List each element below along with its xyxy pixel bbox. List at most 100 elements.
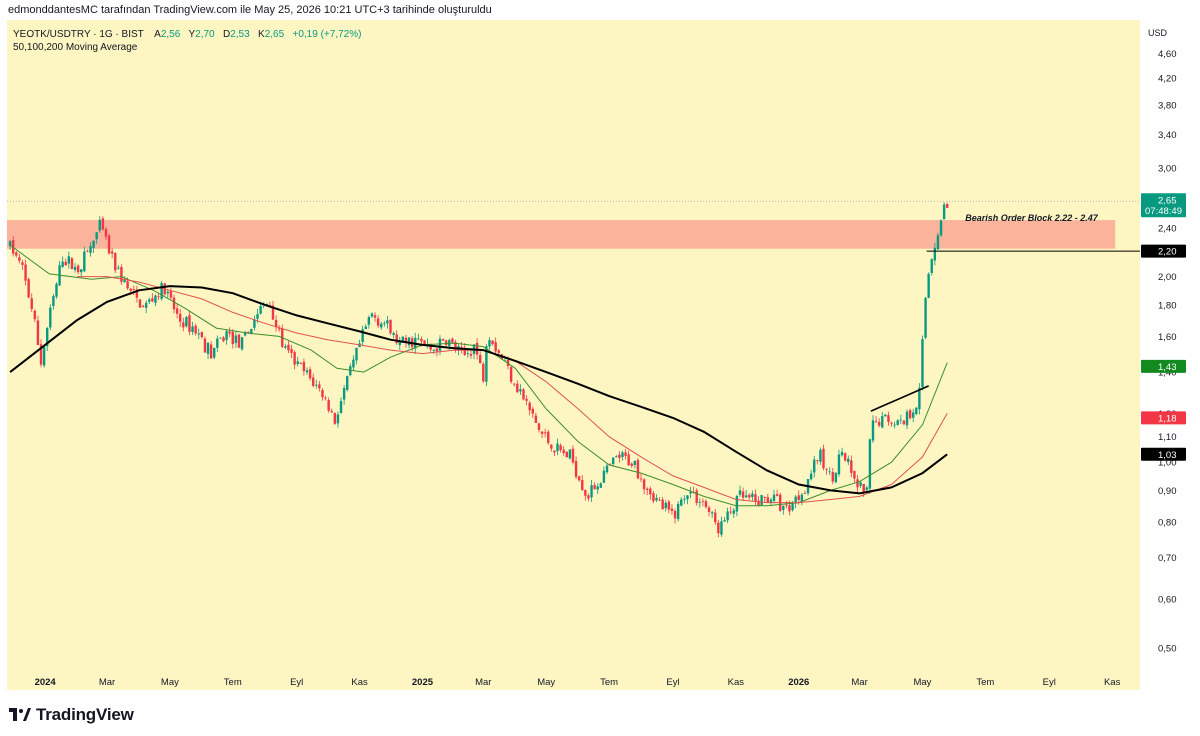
- candle-down: [646, 488, 649, 491]
- candle-down: [389, 319, 392, 334]
- candle-up: [896, 420, 899, 425]
- price-tick-label: 1,80: [1158, 300, 1177, 311]
- candle-down: [701, 500, 705, 502]
- candle-up: [485, 346, 488, 382]
- candle-down: [550, 444, 553, 449]
- candle-up: [407, 337, 411, 346]
- price-tick-label: 1,00: [1158, 458, 1177, 469]
- candle-down: [908, 410, 912, 419]
- candle-down: [441, 338, 445, 341]
- candle-up: [243, 332, 247, 336]
- candle-down: [816, 460, 819, 461]
- candle-up: [432, 349, 436, 351]
- candle-up: [602, 470, 606, 483]
- candle-down: [850, 460, 853, 473]
- candle-up: [686, 495, 689, 500]
- last-price-tag[interactable]: [1141, 193, 1186, 218]
- candle-down: [228, 331, 231, 334]
- candle-up: [296, 361, 299, 365]
- candle-down: [231, 331, 234, 345]
- candle-up: [401, 336, 405, 343]
- chart-legend: YEOTK/USDTRY · 1G · BIST A2,56 Y2,70 D2,…: [13, 28, 361, 54]
- candle-up: [868, 439, 872, 489]
- candle-up: [847, 458, 850, 462]
- candle-up: [751, 493, 754, 498]
- candle-up: [732, 510, 736, 514]
- candle-down: [513, 383, 516, 385]
- candle-up: [809, 473, 813, 480]
- candle-down: [114, 252, 117, 271]
- candle-up: [240, 337, 244, 350]
- price-tick-label: 4,20: [1158, 73, 1177, 84]
- chart-canvas[interactable]: Bearish Order Block 2.22 - 2.47 0,50 0,60 0…: [7, 20, 1192, 690]
- price-tick-label: 3,80: [1158, 100, 1177, 111]
- candle-down: [120, 267, 123, 282]
- candle-up: [519, 389, 522, 392]
- chart-frame[interactable]: Bearish Order Block 2.22 - 2.47 0,50 0,60 0…: [7, 20, 1192, 690]
- currency-button[interactable]: USD: [1143, 24, 1185, 42]
- candle-down: [200, 332, 204, 338]
- candle-down: [463, 347, 466, 355]
- candle-down: [324, 397, 327, 399]
- candle-down: [290, 349, 293, 353]
- candle-down: [754, 494, 757, 502]
- time-axis-strip[interactable]: [7, 675, 1140, 690]
- candle-up: [83, 251, 86, 272]
- candle-down: [766, 497, 770, 503]
- candle-up: [49, 307, 52, 328]
- candle-up: [206, 342, 210, 354]
- candle-up: [698, 502, 701, 503]
- candle-down: [33, 310, 37, 320]
- candle-down: [785, 504, 788, 506]
- candle-up: [689, 491, 692, 494]
- bearish-order-block-zone: [7, 220, 1116, 249]
- candle-up: [791, 503, 794, 511]
- candle-up: [466, 353, 470, 354]
- last-price-tag-label: 2,65: [1158, 195, 1177, 206]
- candle-down: [618, 454, 621, 458]
- candle-down: [178, 313, 182, 322]
- candle-up: [144, 302, 148, 308]
- candle-down: [946, 204, 949, 208]
- candle-down: [107, 235, 111, 254]
- candle-down: [182, 322, 185, 328]
- price-tag-box: [1141, 447, 1186, 461]
- legend-symbol[interactable]: YEOTK/USDTRY · 1G · BIST: [13, 29, 144, 40]
- candle-up: [726, 511, 729, 521]
- candle-down: [188, 315, 191, 332]
- candle-up: [744, 495, 748, 498]
- candle-down: [729, 511, 732, 513]
- candle-up: [336, 414, 340, 424]
- candle-down: [333, 413, 337, 424]
- tradingview-brand[interactable]: TradingView: [9, 704, 134, 726]
- candle-down: [714, 512, 717, 523]
- candle-up: [253, 319, 256, 328]
- time-tick-label: May: [537, 677, 555, 688]
- candle-down: [376, 318, 380, 326]
- candle-down: [608, 463, 612, 465]
- candle-up: [611, 457, 615, 465]
- candle-up: [250, 328, 253, 334]
- price-tag-label: 2,20: [1158, 247, 1177, 258]
- candle-up: [930, 259, 933, 273]
- candle-up: [160, 283, 163, 299]
- candle-down: [172, 297, 176, 310]
- candle-up: [893, 424, 896, 426]
- candle-up: [73, 267, 77, 271]
- candle-down: [639, 478, 643, 480]
- candle-up: [676, 503, 680, 520]
- candle-up: [197, 333, 200, 335]
- legend-indicator[interactable]: 50,100,200 Moving Average: [13, 42, 138, 53]
- candle-down: [104, 229, 108, 237]
- price-axis-strip[interactable]: [1140, 20, 1192, 690]
- candle-down: [695, 490, 698, 503]
- candle-up: [185, 316, 188, 327]
- candle-down: [274, 320, 278, 328]
- candle-down: [373, 315, 377, 318]
- candle-up: [782, 505, 785, 510]
- candle-up: [800, 494, 804, 502]
- candle-down: [327, 400, 330, 411]
- candle-up: [392, 332, 395, 335]
- legend-low-label: D: [222, 29, 231, 40]
- candle-up: [166, 291, 170, 294]
